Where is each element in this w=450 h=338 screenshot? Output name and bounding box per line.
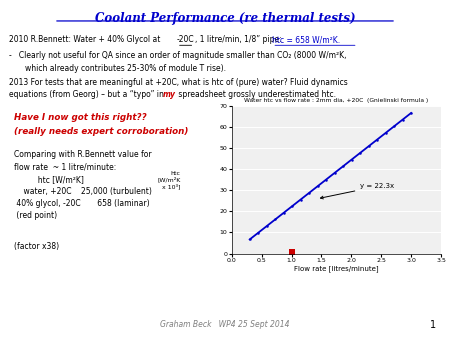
Text: flow rate  ~ 1 litre/minute:: flow rate ~ 1 litre/minute: (14, 163, 116, 172)
Text: Have I now got this right??: Have I now got this right?? (14, 113, 146, 122)
Text: (factor x38): (factor x38) (14, 242, 58, 251)
Text: 2010 R.Bennett: Water + 40% Glycol at: 2010 R.Bennett: Water + 40% Glycol at (9, 35, 163, 45)
Text: htc [W/m²K]: htc [W/m²K] (14, 175, 83, 184)
Text: my: my (163, 90, 176, 99)
Y-axis label: htc
[W/m²K
x 10³]: htc [W/m²K x 10³] (158, 171, 181, 189)
X-axis label: Flow rate [litres/minute]: Flow rate [litres/minute] (294, 265, 379, 272)
Text: 2013 For tests that are meaningful at +20C, what is htc of (pure) water? Fluid d: 2013 For tests that are meaningful at +2… (9, 78, 348, 87)
Text: -   Clearly not useful for QA since an order of magnitude smaller than CO₂ (8000: - Clearly not useful for QA since an ord… (9, 51, 346, 61)
Title: Water htc vs flow rate : 2mm dia, +20C  (Gnielinski formula ): Water htc vs flow rate : 2mm dia, +20C (… (244, 98, 428, 103)
Text: Coolant Performance (re thermal tests): Coolant Performance (re thermal tests) (95, 12, 355, 25)
Text: 40% glycol, -20C       658 (laminar): 40% glycol, -20C 658 (laminar) (14, 199, 149, 208)
Text: (really needs expert corroboration): (really needs expert corroboration) (14, 127, 188, 136)
Text: water, +20C    25,000 (turbulent): water, +20C 25,000 (turbulent) (14, 187, 151, 196)
Text: equations (from Georg) – but a “typo” in: equations (from Georg) – but a “typo” in (9, 90, 166, 99)
Text: (red point): (red point) (14, 211, 57, 220)
Text: y = 22.3x: y = 22.3x (320, 183, 394, 199)
Text: -20C: -20C (177, 35, 194, 45)
Text: spreadsheet grossly underestimated htc.: spreadsheet grossly underestimated htc. (176, 90, 336, 99)
Text: , 1 litre/min, 1/8” pipe:: , 1 litre/min, 1/8” pipe: (195, 35, 288, 45)
Text: 1: 1 (430, 319, 436, 330)
Text: Comparing with R.Bennett value for: Comparing with R.Bennett value for (14, 150, 151, 160)
Text: which already contributes 25-30% of module T rise).: which already contributes 25-30% of modu… (25, 64, 226, 73)
Text: htc = 658 W/m²K.: htc = 658 W/m²K. (272, 35, 340, 45)
Text: Graham Beck   WP4 25 Sept 2014: Graham Beck WP4 25 Sept 2014 (160, 319, 290, 329)
